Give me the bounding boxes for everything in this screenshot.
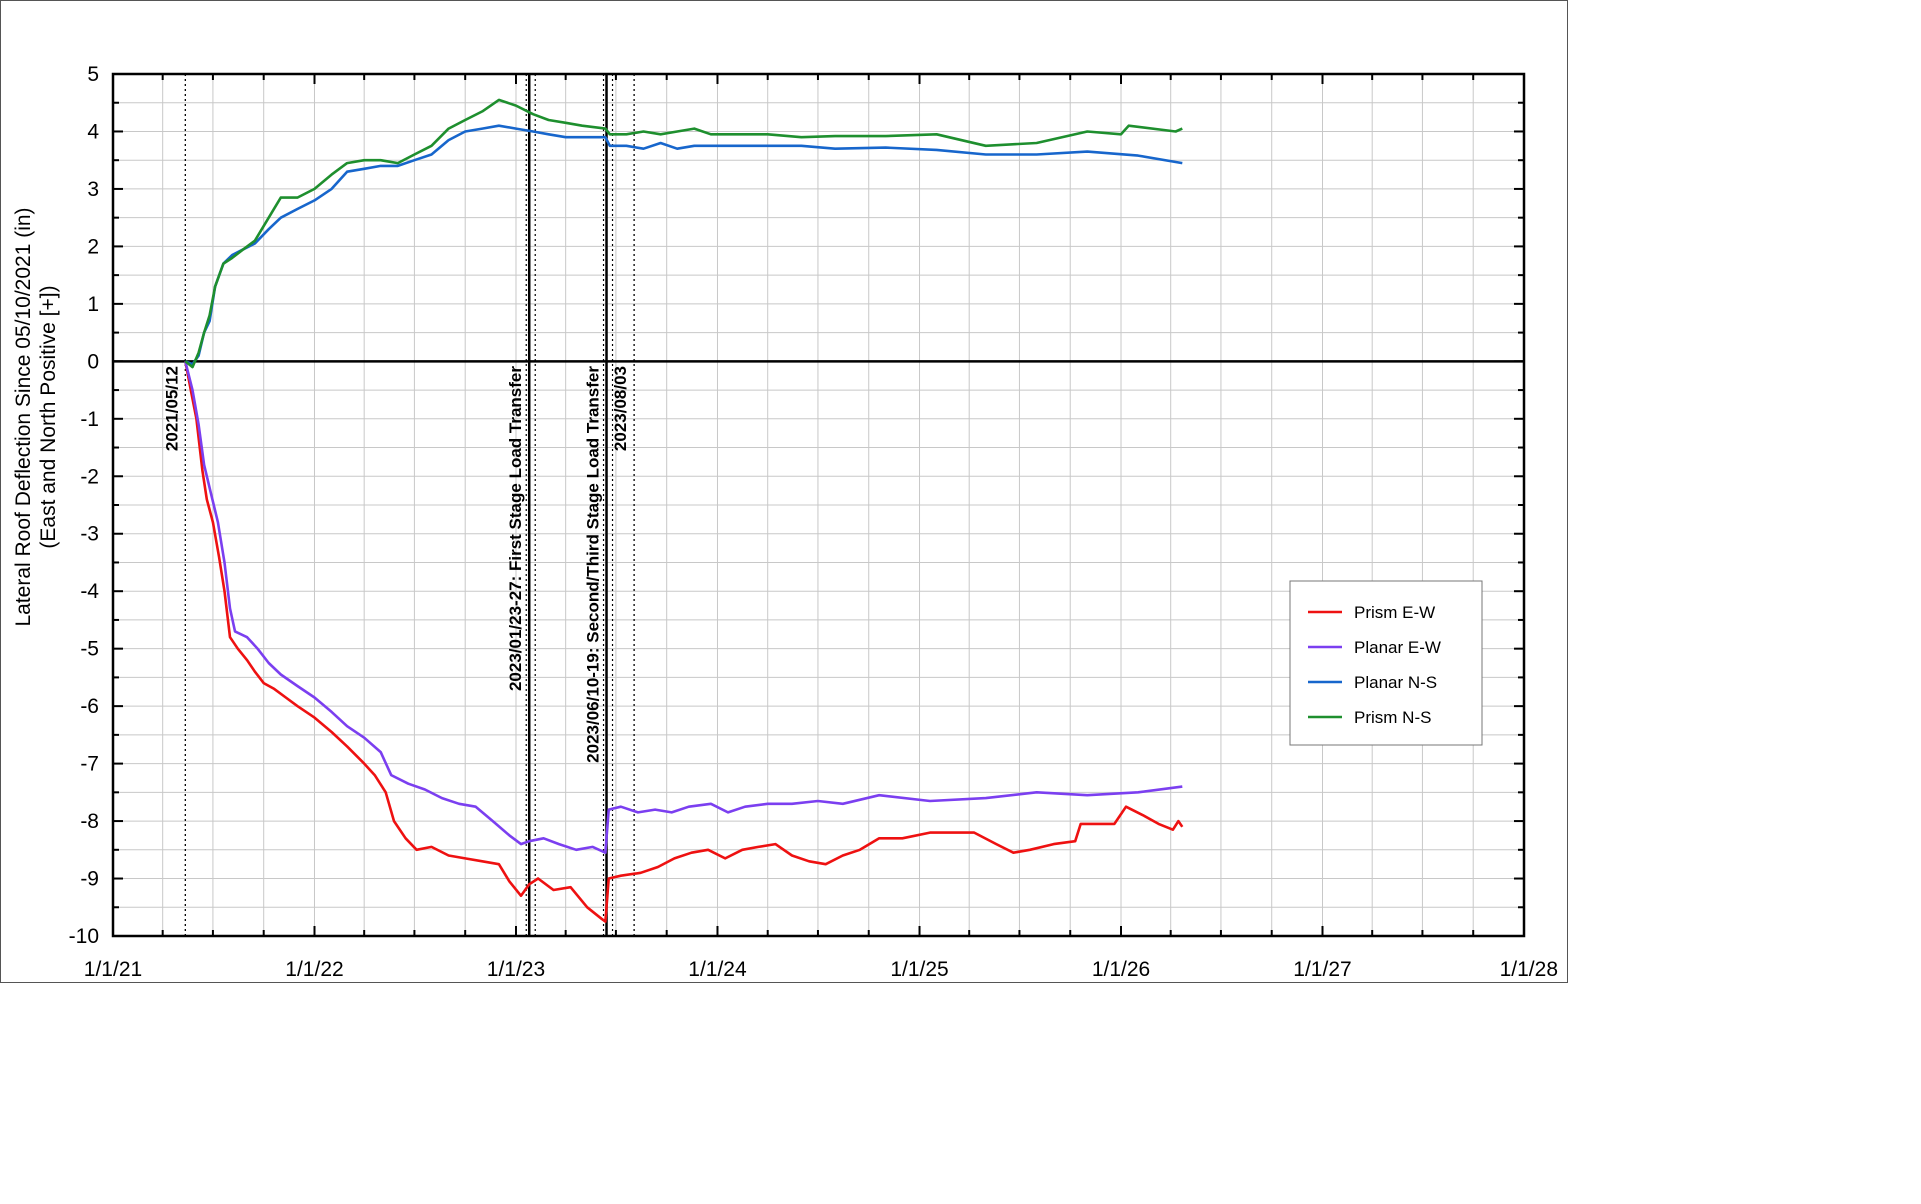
annotation-label: 2021/05/12 [162, 366, 181, 451]
deflection-chart: 2021/05/12 2023/01/23-27: First Stage Loa… [12, 63, 1558, 981]
y-tick-label: 3 [87, 178, 99, 201]
x-tick-label: 1/1/23 [487, 958, 545, 981]
legend-label: Planar E-W [1354, 638, 1441, 657]
series-line-prism-n-s [184, 98, 1183, 369]
axes [111, 72, 1526, 938]
y-tick-label: 1 [87, 293, 99, 316]
legend-label: Prism E-W [1354, 603, 1435, 622]
x-tick-label: 1/1/21 [84, 958, 142, 981]
chart-frame [0, 0, 1568, 983]
y-tick-label: 0 [87, 350, 99, 373]
grid [112, 73, 1525, 937]
x-tick-label: 1/1/28 [1500, 958, 1558, 981]
x-tick-label: 1/1/24 [688, 958, 747, 981]
legend-label: Planar N-S [1354, 673, 1437, 692]
y-tick-label: -10 [69, 925, 99, 948]
y-tick-label: -9 [80, 868, 99, 891]
y-tick-label: -6 [80, 695, 99, 718]
y-axis-title-line-2: (East and North Positive [+]) [37, 285, 60, 548]
annotation-label: 2023/06/10-19: Second/Third Stage Load T… [584, 366, 603, 763]
x-tick-label: 1/1/25 [890, 958, 948, 981]
x-tick-label: 1/1/26 [1092, 958, 1150, 981]
series-line-prism-e-w [184, 361, 1184, 923]
y-tick-label: 4 [87, 120, 99, 143]
x-tick-label: 1/1/22 [285, 958, 343, 981]
annotation-label: 2023/01/23-27: First Stage Load Transfer [506, 366, 525, 691]
y-tick-label: -7 [80, 753, 99, 776]
y-tick-label: -2 [80, 465, 99, 488]
y-tick-label: -3 [80, 523, 99, 546]
x-tick-label: 1/1/27 [1293, 958, 1351, 981]
series-lines [184, 98, 1184, 923]
series-line-planar-n-s [184, 124, 1183, 366]
y-tick-label: -4 [80, 580, 99, 603]
y-tick-label: -5 [80, 638, 99, 661]
series-line-planar-e-w [184, 360, 1183, 854]
annotations: 2021/05/12 2023/01/23-27: First Stage Loa… [162, 74, 635, 936]
annotation-label: 2023/08/03 [611, 366, 630, 451]
plot-frame [111, 72, 1526, 938]
y-tick-label: -1 [80, 408, 99, 431]
tick-labels: 5 4 3 2 1 0 -1 -2 -3 -4 -5 -6 -7 -8 -9 -10 1/1/21 1/1/22 1… [69, 63, 1558, 981]
y-tick-label: 2 [87, 235, 99, 258]
y-axis-title-line-1: Lateral Roof Deflection Since 05/10/2021… [12, 207, 35, 626]
y-tick-label: -8 [80, 810, 99, 833]
y-tick-label: 5 [87, 63, 99, 86]
legend: Prism E-W Planar E-W Planar N-S Prism N-S [1289, 580, 1483, 746]
legend-label: Prism N-S [1354, 708, 1431, 727]
